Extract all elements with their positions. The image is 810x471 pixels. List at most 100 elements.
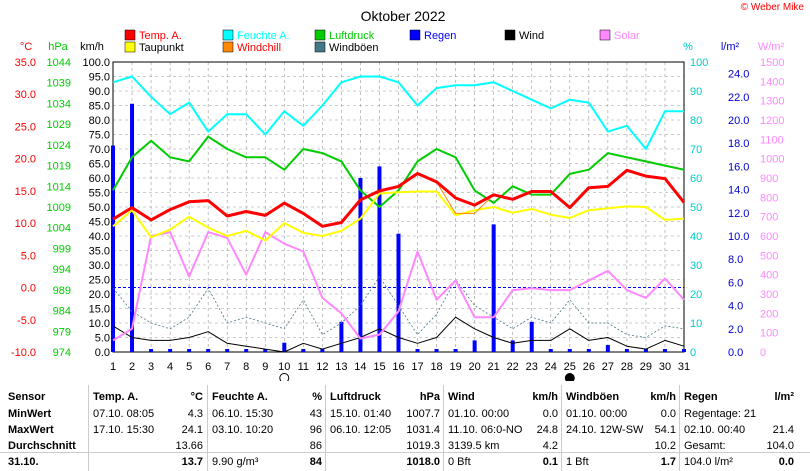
rain-bar (244, 349, 249, 352)
x-tick-label: 13 (335, 361, 347, 373)
legend-swatch (124, 41, 136, 53)
table-cell-value: 4.3 (187, 408, 203, 420)
axis-unit-label: % (683, 41, 693, 53)
pct-tick-label: 70 (690, 144, 702, 156)
solar-tick-label: 1300 (760, 96, 784, 108)
rain-tick-label: 16.0 (728, 161, 749, 173)
table-cell-value: 86 (309, 440, 322, 452)
table-cell-label: 01.10. 00:00 (448, 408, 510, 420)
table-row-label: 31.10. (8, 456, 39, 468)
solar-tick-label: 1000 (760, 154, 784, 166)
x-tick-label: 9 (262, 361, 268, 373)
rain-bar (358, 178, 363, 352)
table-divider (443, 385, 444, 471)
table-divider (88, 385, 89, 471)
table-cell-value: 24.1 (181, 424, 203, 436)
kmh-tick-label: 60.0 (89, 173, 110, 185)
hpa-tick-label: 984 (53, 306, 71, 318)
rain-bar (472, 340, 477, 352)
hpa-tick-label: 1034 (47, 98, 71, 110)
x-tick-label: 16 (392, 361, 404, 373)
table-cell-label: Gesamt: (684, 440, 726, 452)
table-cell-label: 1 Bft (566, 456, 589, 468)
x-tick-label: 11 (298, 361, 309, 373)
table-cell-value: 1019.3 (406, 440, 440, 452)
kmh-tick-label: 30.0 (89, 260, 110, 272)
table-cell-label: 01.10. 00:00 (566, 408, 628, 420)
hpa-tick-label: 1019 (47, 161, 71, 173)
temp-tick-label: -10.0 (11, 347, 36, 359)
pct-tick-label: 30 (690, 260, 702, 272)
rain-tick-label: 0.0 (728, 347, 743, 359)
solar-tick-label: 800 (760, 192, 778, 204)
rain-bar (282, 342, 287, 352)
rain-bar (263, 349, 268, 352)
table-cell-label: 06.10. 15:30 (212, 408, 274, 420)
table-header-label: Temp. A. (93, 391, 139, 403)
rain-bar (168, 349, 173, 352)
legend-swatch (314, 41, 326, 53)
series-line-temp-a- (112, 168, 686, 228)
x-tick-label: 2 (129, 361, 135, 373)
table-cell-value: 1.7 (660, 456, 676, 468)
new-moon-icon (564, 373, 575, 381)
rain-bar (529, 321, 534, 352)
table-header-unit: l/m² (774, 391, 794, 403)
x-tick-label: 17 (411, 361, 423, 373)
temp-tick-label: 35.0 (15, 57, 36, 69)
rain-bar (396, 233, 401, 352)
legend-label: Windchill (237, 42, 281, 54)
table-cell-label: 11.10. 06:0-NO (448, 424, 523, 436)
solar-tick-label: 200 (760, 308, 778, 320)
pct-tick-label: 100 (690, 57, 708, 69)
series-line-wind (112, 316, 685, 353)
legend-label: Feuchte A. (237, 30, 290, 42)
temp-tick-label: 15.0 (15, 186, 36, 198)
table-cell-value: 84 (309, 456, 322, 468)
x-tick-label: 24 (545, 361, 557, 373)
kmh-tick-label: 5.0 (95, 333, 110, 345)
hpa-tick-label: 1029 (47, 119, 71, 131)
rain-bar (339, 321, 344, 352)
table-cell-label: 07.10. 08:05 (93, 408, 155, 420)
table-divider (561, 385, 562, 471)
table-row-label: Durchschnitt (8, 440, 76, 452)
table-header-label: Wind (448, 391, 475, 403)
rain-tick-label: 4.0 (728, 301, 743, 313)
series-line-luftdruck (112, 135, 685, 208)
rain-tick-label: 20.0 (728, 115, 749, 127)
table-divider (679, 385, 680, 471)
rain-bar (567, 349, 572, 352)
series-line-taupunkt (112, 190, 685, 242)
axis-unit-label: l/m² (721, 41, 740, 53)
stats-table: Sensor Temp. A. °C Feuchte A.% Luftdruck hPa W… (0, 381, 810, 471)
x-tick-label: 18 (430, 361, 442, 373)
x-tick-label: 20 (469, 361, 481, 373)
table-cell-label: Regentage: 21 (684, 408, 757, 420)
kmh-tick-label: 35.0 (89, 246, 110, 258)
table-header-label: Regen (684, 391, 718, 403)
pct-tick-label: 0 (690, 347, 696, 359)
x-tick-label: 5 (186, 361, 192, 373)
rain-bar (111, 145, 115, 352)
rain-bar (130, 103, 135, 352)
temp-tick-label: 20.0 (15, 154, 36, 166)
axis-unit-label: hPa (48, 41, 68, 53)
legend-label: Windböen (329, 42, 379, 54)
solar-tick-label: 0 (760, 347, 766, 359)
table-header-label: Feuchte A. (212, 391, 268, 403)
table-cell-label: 17.10. 15:30 (93, 424, 155, 436)
table-cell-label: 02.10. 00:40 (684, 424, 746, 436)
solar-tick-label: 1200 (760, 115, 784, 127)
pct-tick-label: 80 (690, 115, 702, 127)
table-header-label: Luftdruck (330, 391, 381, 403)
rain-bar (453, 349, 458, 352)
hpa-tick-label: 1039 (47, 78, 71, 90)
rain-tick-label: 22.0 (728, 92, 749, 104)
table-cell-value: 0.0 (660, 408, 676, 420)
legend-swatch (504, 29, 516, 41)
table-cell-label: 3139.5 km (448, 440, 500, 452)
kmh-tick-label: 55.0 (89, 188, 110, 200)
table-cell-value: 1031.4 (406, 424, 440, 436)
series-line-solar (112, 231, 685, 342)
